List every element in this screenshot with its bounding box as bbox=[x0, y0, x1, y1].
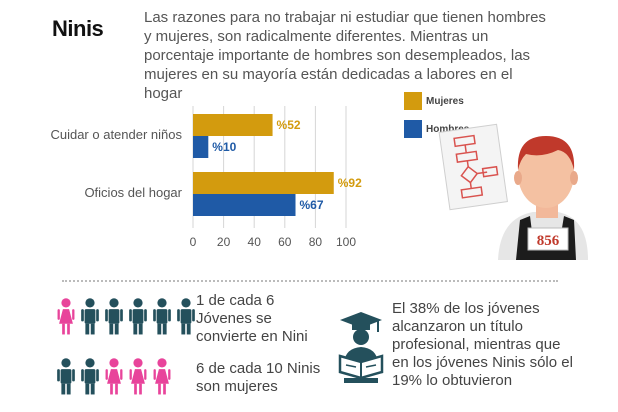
chart-labels: 0 20 40 60 80 100 Cuidar o atender niños %52 %10… bbox=[50, 118, 362, 249]
people-row-6-of-10 bbox=[56, 352, 172, 405]
person-icon: 856 bbox=[498, 136, 588, 260]
x-tick-label: 20 bbox=[217, 235, 231, 249]
male-person-icon bbox=[128, 292, 148, 345]
intro-text: Las razones para no trabajar ni estudiar… bbox=[144, 9, 546, 102]
male-person-icon bbox=[56, 352, 76, 405]
male-person-icon bbox=[104, 292, 124, 345]
bar-mujeres bbox=[193, 114, 273, 136]
stat-3-line-3: profesional, mientras que bbox=[392, 336, 561, 353]
legend-label-hombres: Hombres bbox=[426, 123, 470, 135]
x-tick-label: 60 bbox=[278, 235, 292, 249]
bib-number: 856 bbox=[537, 233, 560, 249]
stat-3-line-5: 19% lo obtuvieron bbox=[392, 372, 513, 389]
female-person-icon bbox=[128, 352, 148, 405]
unemployed-person-illustration: 856 bbox=[438, 123, 588, 260]
stat-3-line-4: en los jóvenes Ninis sólo el bbox=[392, 354, 573, 371]
stat-3-line-2: alcanzaron un título bbox=[392, 318, 523, 335]
graduate-reading-icon bbox=[338, 312, 384, 383]
x-tick-label: 80 bbox=[309, 235, 323, 249]
female-person-icon bbox=[152, 352, 172, 405]
stat-1-in-6: 1 de cada 6 Jóvenes se convierte en Nini bbox=[196, 292, 308, 346]
male-person-icon bbox=[152, 292, 172, 345]
male-person-icon bbox=[80, 292, 100, 345]
stat-1-line-3: convierte en Nini bbox=[196, 328, 308, 345]
legend-label-mujeres: Mujeres bbox=[426, 95, 464, 107]
legend-swatch-mujeres bbox=[404, 92, 422, 110]
x-tick-label: 100 bbox=[336, 235, 356, 249]
bar-hombres bbox=[193, 136, 209, 158]
bar-mujeres bbox=[193, 172, 334, 194]
male-person-icon bbox=[80, 352, 100, 405]
section-divider bbox=[62, 280, 558, 282]
female-person-icon bbox=[56, 292, 76, 345]
x-tick-label: 40 bbox=[248, 235, 262, 249]
legend-swatch-hombres bbox=[404, 120, 422, 138]
legend-item-hombres: Hombres bbox=[404, 120, 469, 138]
chart-bars bbox=[193, 114, 334, 216]
stat-2-line-1: 6 de cada 10 Ninis bbox=[196, 360, 321, 377]
stat-2-line-2: son mujeres bbox=[196, 378, 278, 395]
category-label: Oficios del hogar bbox=[84, 185, 182, 200]
people-row-1-of-6 bbox=[56, 292, 196, 345]
stat-1-line-2: Jóvenes se bbox=[196, 310, 272, 327]
value-label-hombres: %67 bbox=[300, 198, 324, 212]
chart-legend: Mujeres Hombres bbox=[404, 92, 469, 148]
legend-item-mujeres: Mujeres bbox=[404, 92, 469, 110]
bar-chart: 0 20 40 60 80 100 Cuidar o atender niños %52 %10… bbox=[50, 106, 362, 249]
stat-3-line-1: El 38% de los jóvenes bbox=[392, 300, 540, 317]
bar-hombres bbox=[193, 194, 296, 216]
category-label: Cuidar o atender niños bbox=[50, 127, 182, 142]
value-label-hombres: %10 bbox=[212, 140, 236, 154]
page-title: Ninis bbox=[52, 16, 104, 41]
stat-6-of-10: 6 de cada 10 Ninis son mujeres bbox=[196, 360, 320, 396]
x-tick-label: 0 bbox=[190, 235, 197, 249]
value-label-mujeres: %92 bbox=[338, 176, 362, 190]
flowchart-paper-icon bbox=[438, 123, 508, 211]
value-label-mujeres: %52 bbox=[277, 118, 301, 132]
male-person-icon bbox=[176, 292, 196, 345]
stat-graduates: El 38% de los jóvenes alcanzaron un títu… bbox=[392, 300, 573, 390]
female-person-icon bbox=[104, 352, 124, 405]
stat-1-line-1: 1 de cada 6 bbox=[196, 292, 275, 309]
